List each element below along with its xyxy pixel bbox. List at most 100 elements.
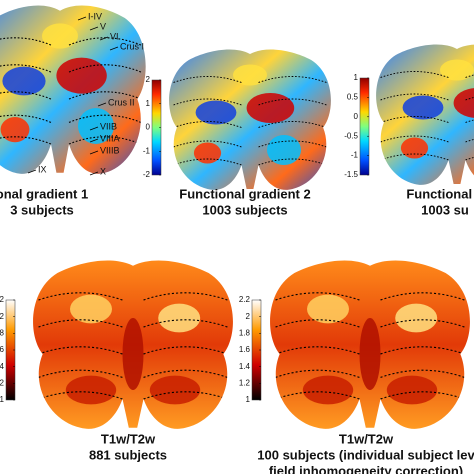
leader-line	[99, 36, 109, 41]
lobule-boundary	[0, 136, 142, 145]
flatmap-region	[193, 142, 222, 164]
colorbar-label: -0.5	[344, 131, 358, 140]
flatmap-region	[359, 318, 381, 390]
caption: onal gradient 1	[0, 186, 88, 201]
caption: 1003 subjects	[202, 202, 287, 217]
leader-line	[89, 150, 99, 155]
lobule-boundary	[380, 153, 474, 161]
leader-line	[89, 138, 99, 143]
caption: 100 subjects (individual subject lev	[257, 447, 474, 462]
flatmap-region	[395, 303, 438, 333]
colorbar-label: 1.2	[239, 378, 251, 387]
colorbar-label: 1	[0, 395, 5, 404]
leader-line	[89, 126, 99, 131]
colorbar-label: 1	[354, 73, 359, 82]
leader-line	[77, 16, 87, 21]
lobule-boundary	[173, 76, 327, 83]
flatmap-region	[149, 375, 201, 405]
lobule-boundary	[380, 116, 474, 123]
lobule-boundary	[38, 369, 228, 378]
caption: 881 subjects	[89, 447, 167, 462]
colorbar-label: 1.8	[0, 328, 5, 337]
flatmap-pattern	[38, 292, 228, 405]
lobule-boundary	[173, 140, 327, 148]
lobule-label: Crus II	[108, 97, 135, 107]
lobule-label: VI	[110, 31, 119, 41]
colorbar-label: -1	[351, 151, 359, 160]
flatmap	[33, 260, 233, 429]
colorbar-label: 1.2	[0, 378, 5, 387]
flatmap	[376, 44, 474, 185]
colorbar-label: 2	[246, 312, 251, 321]
lobule-boundary	[173, 98, 327, 106]
flatmap-region	[70, 294, 113, 324]
leader-line	[109, 46, 119, 51]
lobule-label: IX	[38, 164, 47, 174]
flatmap-region	[42, 23, 79, 49]
lobule-boundary	[0, 64, 142, 73]
colorbar-label: 1.4	[239, 362, 251, 371]
flatmap-region	[302, 375, 354, 405]
lobule-boundary	[0, 114, 142, 123]
lobule-boundary	[0, 91, 142, 100]
colorbar-label: 1.6	[0, 345, 5, 354]
flatmap-region	[267, 135, 301, 165]
lobule-label: Crus I	[120, 41, 144, 51]
flatmap-pattern	[173, 64, 327, 166]
colorbar-label: 2	[146, 75, 151, 84]
lobule-boundary	[380, 93, 474, 101]
colorbar-label: 1.4	[0, 362, 5, 371]
lobule-boundary	[38, 319, 228, 328]
flatmap-region	[2, 66, 46, 96]
flatmap-region	[65, 375, 117, 405]
colorbar-label: 1.6	[239, 345, 251, 354]
colorbar-label: 0.5	[347, 93, 359, 102]
lobule-boundary	[38, 391, 228, 400]
caption: 1003 su	[421, 202, 469, 217]
flatmap	[0, 5, 146, 174]
colorbar-label: 0	[354, 112, 359, 121]
colorbar-label: 0	[146, 123, 151, 132]
lobule-label: X	[100, 166, 106, 176]
flatmap-region	[233, 64, 267, 86]
flatmap-pattern	[0, 23, 142, 145]
leader-line	[89, 171, 99, 176]
lobule-boundary	[275, 319, 465, 328]
lobule-label: VIIIB	[100, 145, 120, 155]
flatmap-region	[400, 137, 429, 159]
leader-line	[97, 102, 107, 107]
lobule-boundary	[173, 158, 327, 166]
lobule-boundary	[38, 292, 228, 301]
caption: Functional gradient 2	[179, 186, 310, 201]
flatmap	[270, 260, 470, 429]
lobule-label: VIIIA	[100, 133, 120, 143]
leader-line	[27, 169, 37, 174]
flatmap-region	[440, 59, 474, 81]
flatmap-region	[402, 95, 444, 120]
caption: 3 subjects	[10, 202, 74, 217]
colorbar-label: 2.2	[0, 295, 5, 304]
colorbar-label: -1	[143, 146, 151, 155]
flatmap-region	[246, 93, 295, 123]
colorbar-label: 1	[146, 99, 151, 108]
colorbar-label: -2	[143, 170, 151, 179]
caption: T1w/T2w	[101, 431, 156, 446]
lobule-boundary	[275, 369, 465, 378]
flatmap-region	[0, 117, 30, 143]
flatmap-region	[195, 100, 237, 125]
colorbar-label: 2.2	[239, 295, 251, 304]
colorbar-label: -1.5	[344, 170, 358, 179]
caption: field inhomogeneity correction)	[269, 463, 463, 474]
colorbar-label: 1.8	[239, 328, 251, 337]
colorbar-label: 1	[246, 395, 251, 404]
flatmap-region	[386, 375, 438, 405]
lobule-boundary	[275, 292, 465, 301]
lobule-label: VIIB	[100, 121, 117, 131]
colorbar	[359, 77, 370, 176]
lobule-boundary	[38, 346, 228, 355]
caption: T1w/T2w	[339, 431, 394, 446]
flatmap	[169, 49, 331, 190]
lobule-label: V	[100, 21, 106, 31]
lobule-boundary	[173, 121, 327, 128]
